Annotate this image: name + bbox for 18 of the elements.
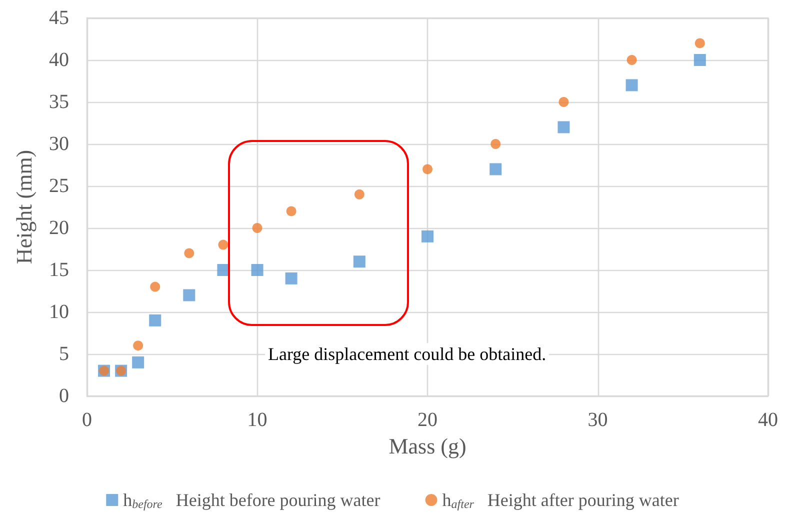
y-tick-label: 45 (49, 7, 69, 29)
x-tick-label: 0 (82, 409, 92, 431)
annotation: Large displacement could be obtained. (268, 344, 546, 364)
x-tick-label: 10 (247, 409, 268, 431)
y-tick-label: 30 (49, 133, 69, 155)
y-tick-label: 15 (49, 259, 69, 281)
y-tick-label: 35 (49, 91, 69, 113)
x-tick-label: 30 (588, 409, 608, 431)
y-tick-label: 20 (49, 217, 69, 239)
y-tick-label: 5 (59, 343, 69, 365)
x-tick-label: 40 (758, 409, 778, 431)
y-axis-title: Height (mm) (12, 150, 36, 264)
x-axis-title: Mass (g) (388, 433, 466, 458)
y-tick-label: 0 (59, 385, 69, 407)
y-tick-label: 25 (49, 175, 69, 197)
y-tick-label: 40 (49, 49, 69, 71)
x-tick-label: 20 (418, 409, 438, 431)
y-tick-label: 10 (49, 301, 69, 323)
